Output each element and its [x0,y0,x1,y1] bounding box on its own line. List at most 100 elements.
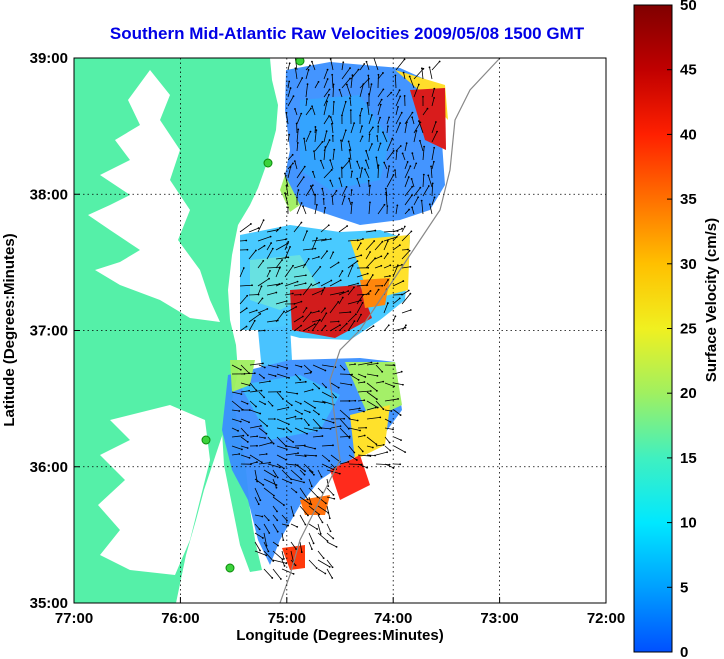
vector-head [318,427,321,429]
vector-head [397,398,399,400]
velocity-vector [413,187,421,197]
vector-head [398,244,401,247]
vector-head [246,294,249,297]
vector-head [386,240,389,242]
vector-head [350,189,353,191]
velocity-vector [374,265,382,269]
velocity-vector [257,286,262,296]
velocity-vector [302,258,310,269]
vector-head [392,428,394,431]
vector-head [399,414,402,416]
velocity-vector [356,273,368,278]
vector-head [328,115,331,117]
velocity-vector [375,400,384,410]
vector-head [256,461,258,463]
vector-head [433,87,436,90]
vector-head [375,389,378,392]
vector-head [303,137,305,140]
velocity-vector [257,220,264,233]
vector-head [248,384,251,387]
vector-head [267,519,270,522]
velocity-vector [338,297,344,305]
vector-head [400,370,403,373]
vector-head [275,291,278,294]
vector-head [237,429,239,432]
vector-head [311,548,313,551]
velocity-vector [375,364,383,373]
vector-head [309,107,312,110]
station-2 [263,158,273,168]
velocity-vector [294,108,298,116]
vector-head [313,323,316,326]
vector-head [419,186,422,189]
vector-head [333,100,335,103]
velocity-vector [323,131,328,143]
velocity-vector [308,523,318,530]
vector-head [270,242,273,244]
velocity-vector [231,409,240,412]
x-tick-label: 77:00 [55,610,93,627]
velocity-vector [293,222,302,233]
velocity-vector [294,364,302,368]
vector-head [328,139,331,141]
vector-head [415,162,418,165]
vector-head [408,75,411,78]
velocity-vector [249,435,258,438]
vector-head [281,558,284,561]
vector-head [311,388,314,391]
vector-head [370,83,373,86]
velocity-vector [348,373,359,381]
vector-head [408,208,410,211]
velocity-vector [266,266,281,269]
vector-head [279,578,282,580]
vector-head [405,324,407,327]
vector-head [283,504,285,506]
vector-head [259,412,262,415]
velocity-vector [365,240,375,251]
vector-head [317,256,320,258]
vector-head [427,185,430,187]
vector-head [385,191,387,194]
vector-head [338,177,341,180]
vector-head [238,410,241,412]
vector-head [306,83,309,86]
vector-head [292,264,294,267]
vector-head [310,283,313,286]
vector-head [299,293,302,296]
velocity-vector [347,283,359,287]
velocity-vector [326,568,333,579]
velocity-vector [266,229,278,233]
velocity-vector [294,161,298,170]
velocity-vector [367,102,370,116]
velocity-vector [286,185,289,197]
vector-head [325,386,327,389]
vector-head [324,324,327,327]
velocity-vector [357,381,365,384]
velocity-vector [281,514,288,521]
velocity-vector [266,248,274,260]
velocity-vector [296,166,306,179]
velocity-vector [314,204,318,215]
vector-head [320,475,323,478]
vector-head [325,312,328,315]
vector-head [348,197,350,200]
velocity-vector [366,436,377,445]
vector-head [324,502,327,505]
vector-head [294,564,297,567]
velocity-vector [395,106,399,116]
vector-head [376,374,379,377]
vector-head [261,537,264,539]
vector-head [313,150,315,153]
velocity-vector [296,189,299,197]
velocity-vector [384,463,394,469]
velocity-vector [308,478,313,487]
vector-head [396,264,399,267]
velocity-vector [395,150,398,161]
velocity-vector [321,427,331,430]
velocity-vector [356,302,363,314]
vector-head [367,74,370,77]
vector-head [291,292,294,295]
vector-head [324,206,327,209]
vector-head [376,406,379,409]
vector-head [423,145,426,148]
